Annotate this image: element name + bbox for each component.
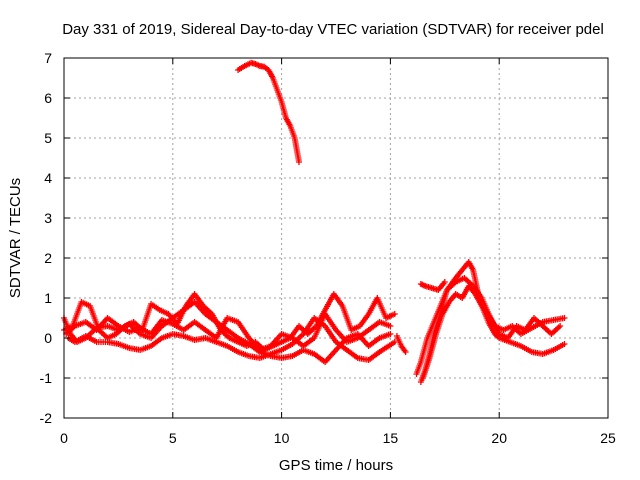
- data-point: [387, 331, 394, 337]
- y-tick-label: 6: [44, 90, 52, 106]
- series-track-j: [393, 333, 409, 355]
- x-tick-label: 10: [274, 430, 290, 446]
- series-track-e: [235, 59, 303, 165]
- y-tick-label: -1: [40, 370, 53, 386]
- chart-title: Day 331 of 2019, Sidereal Day-to-day VTE…: [62, 21, 604, 38]
- x-tick-label: 5: [169, 430, 177, 446]
- data-point: [557, 323, 564, 329]
- y-axis-label: SDTVAR / TECUs: [7, 178, 24, 298]
- x-tick-label: 15: [383, 430, 399, 446]
- y-tick-label: 5: [44, 130, 52, 146]
- data-points: [61, 59, 568, 385]
- y-axis-tick-labels: -2 -1 0 1 2 3 4 5 6 7: [40, 50, 53, 426]
- series-track-d: [63, 311, 394, 353]
- y-tick-label: 0: [44, 330, 52, 346]
- x-axis-tick-labels: 0 5 10 15 20 25: [60, 430, 616, 446]
- x-tick-label: 20: [491, 430, 507, 446]
- y-tick-label: -2: [40, 410, 53, 426]
- data-point: [296, 159, 303, 165]
- data-point: [402, 349, 409, 355]
- y-tick-label: 1: [44, 290, 52, 306]
- data-point: [387, 323, 394, 329]
- y-tick-label: 4: [44, 170, 52, 186]
- data-point: [391, 311, 398, 317]
- data-point: [441, 279, 448, 285]
- series-track-i: [417, 279, 448, 293]
- x-axis-label: GPS time / hours: [279, 457, 393, 474]
- grid: [64, 58, 608, 418]
- series-track-h: [413, 275, 564, 377]
- x-tick-label: 25: [600, 430, 616, 446]
- plot-frame: [63, 57, 609, 419]
- y-tick-label: 7: [44, 50, 52, 66]
- series-track-g: [420, 283, 568, 381]
- x-tick-label: 0: [60, 430, 68, 446]
- y-tick-label: 2: [44, 250, 52, 266]
- data-point: [561, 341, 568, 347]
- y-tick-label: 3: [44, 210, 52, 226]
- data-point: [561, 315, 568, 321]
- axis-ticks: [63, 57, 609, 419]
